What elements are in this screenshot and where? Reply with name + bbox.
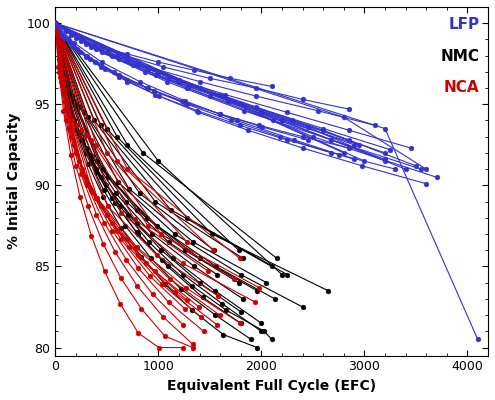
Text: NMC: NMC	[441, 49, 479, 64]
X-axis label: Equivalent Full Cycle (EFC): Equivalent Full Cycle (EFC)	[167, 379, 376, 393]
Text: NCA: NCA	[444, 80, 479, 95]
Y-axis label: % Initial Capacity: % Initial Capacity	[7, 113, 21, 250]
Text: LFP: LFP	[448, 18, 479, 32]
